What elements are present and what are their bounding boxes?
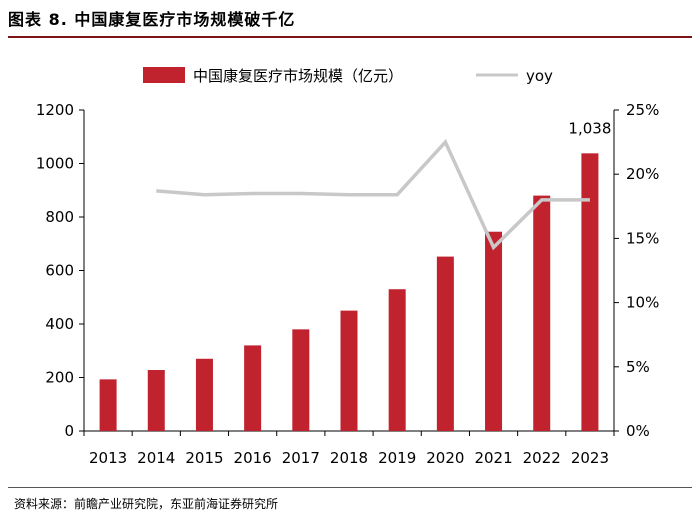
x-tick-label: 2023	[571, 449, 609, 467]
x-tick-label: 2019	[378, 449, 416, 467]
figure-title: 图表 8. 中国康复医疗市场规模破千亿	[8, 10, 296, 29]
x-tick-label: 2017	[282, 449, 320, 467]
bar	[485, 231, 503, 431]
x-tick-label: 2022	[523, 449, 561, 467]
y-left-tick-label: 200	[45, 369, 74, 387]
bar-data-label: 1,038	[568, 119, 611, 137]
bar	[99, 379, 117, 431]
y-right-tick-label: 25%	[626, 101, 659, 119]
legend-label-market: 中国康复医疗市场规模（亿元）	[193, 67, 403, 85]
y-right-tick-label: 10%	[626, 294, 659, 312]
y-right-tick-label: 0%	[626, 422, 650, 440]
y-right-tick-label: 20%	[626, 165, 659, 183]
bar	[436, 256, 454, 431]
legend-label-yoy: yoy	[526, 67, 553, 85]
bar	[533, 195, 551, 431]
legend: 中国康复医疗市场规模（亿元） yoy	[143, 67, 553, 85]
bar	[388, 289, 406, 431]
y-left-tick-label: 1000	[36, 155, 74, 173]
yoy-line	[156, 138, 590, 251]
y-left-tick-label: 800	[45, 208, 74, 226]
footer-divider	[8, 487, 692, 488]
x-tick-label: 2018	[330, 449, 368, 467]
x-tick-label: 2013	[89, 449, 127, 467]
y-left-tick-label: 400	[45, 315, 74, 333]
bar	[581, 153, 599, 431]
y-left-tick-label: 0	[64, 422, 74, 440]
title-divider	[8, 36, 692, 38]
bar	[292, 329, 310, 431]
x-tick-label: 2015	[185, 449, 223, 467]
legend-swatch-bar	[143, 67, 185, 83]
y-left-tick-label: 600	[45, 262, 74, 280]
y-right-tick-label: 5%	[626, 358, 650, 376]
source-note: 资料来源：前瞻产业研究院，东亚前海证券研究所	[14, 497, 279, 511]
bar	[244, 345, 262, 431]
x-tick-label: 2021	[474, 449, 512, 467]
x-tick-label: 2014	[137, 449, 175, 467]
bar	[340, 310, 358, 431]
y-right-tick-label: 15%	[626, 229, 659, 247]
x-tick-label: 2020	[426, 449, 464, 467]
x-tick-label: 2016	[234, 449, 272, 467]
bar	[147, 370, 165, 431]
bar	[195, 358, 213, 431]
y-left-tick-label: 1200	[36, 101, 74, 119]
